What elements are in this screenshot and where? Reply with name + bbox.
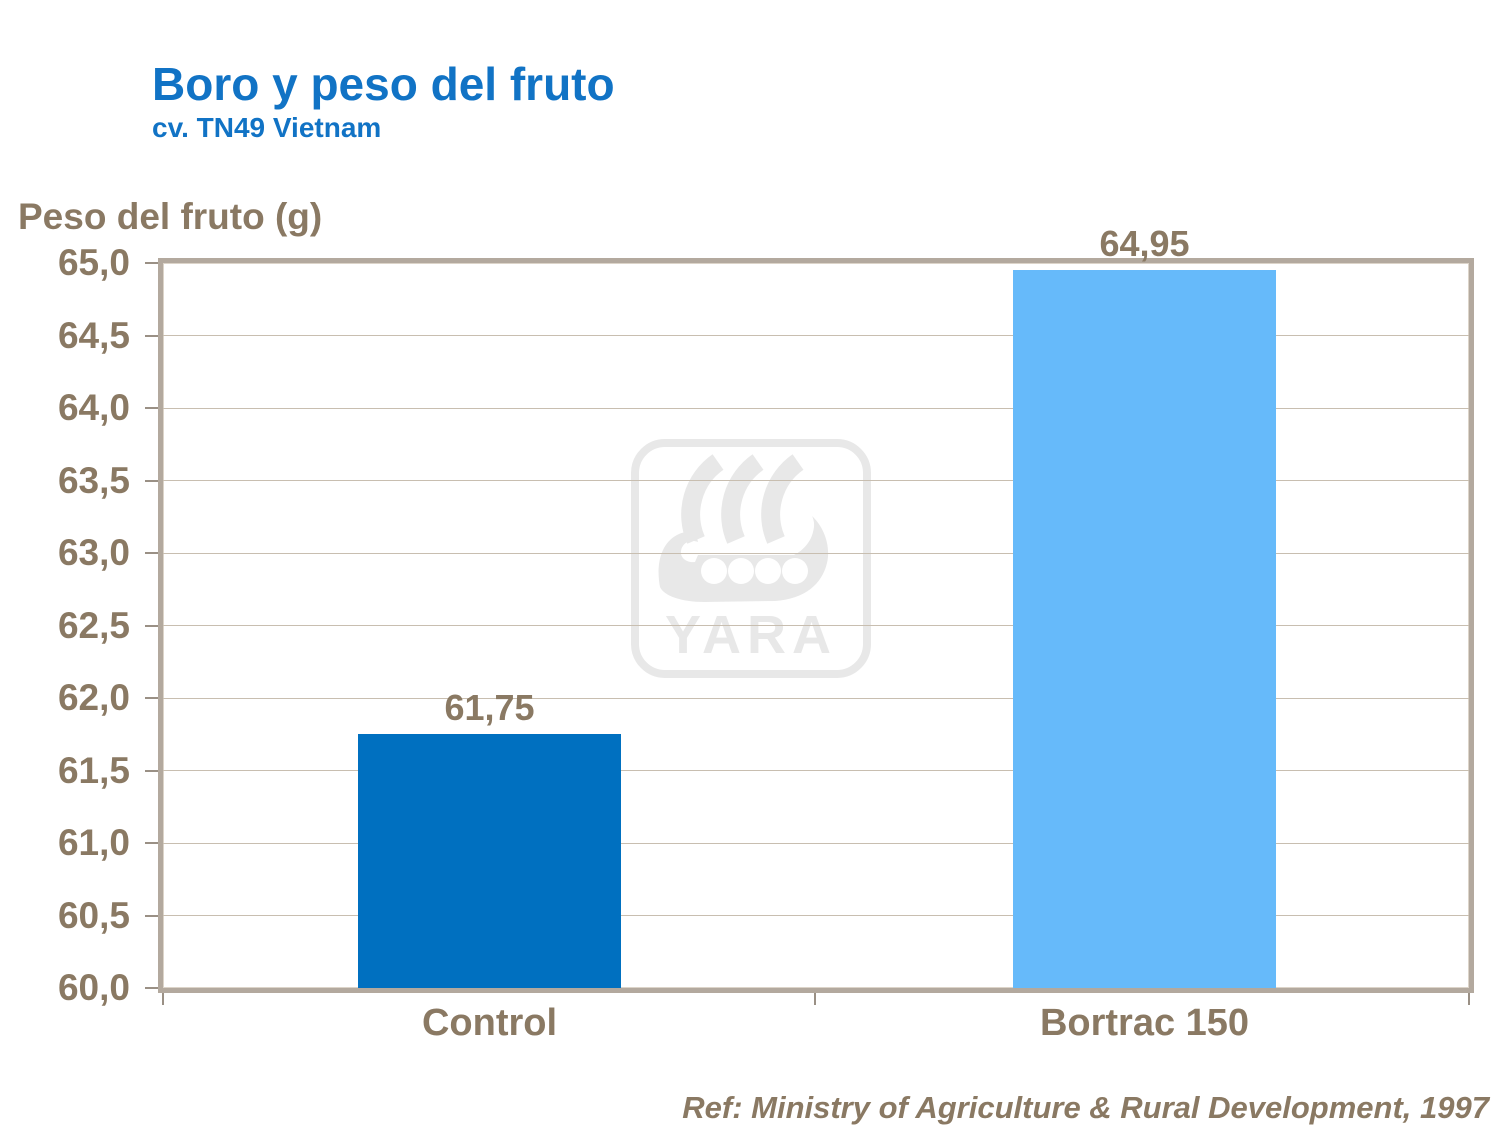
y-tick-label: 63,5	[57, 459, 130, 501]
chart-subtitle: cv. TN49 Vietnam	[152, 112, 382, 143]
y-tick-label: 62,5	[57, 604, 130, 646]
y-tick-label: 61,0	[57, 822, 130, 863]
gridline	[163, 480, 1469, 481]
gridline	[163, 697, 1469, 699]
y-tick-mark	[145, 262, 158, 264]
y-tick-mark	[145, 842, 158, 844]
y-tick-mark	[145, 769, 158, 772]
y-axis-title: Peso del fruto (g)	[18, 196, 323, 237]
sail-icon	[761, 454, 804, 544]
y-tick-label: 64,0	[57, 387, 130, 428]
y-tick-label: 64,5	[57, 314, 130, 356]
category-label-bortrac: Bortrac 150	[1039, 1002, 1250, 1044]
bar-value-label-bortrac: 64,95	[1099, 223, 1190, 265]
bar-control[interactable]: 61,75	[358, 687, 621, 988]
x-tick-mark	[814, 993, 816, 1005]
category-label-control: Control	[421, 1002, 558, 1044]
y-tick-label: 60,5	[57, 894, 130, 936]
yara-watermark-logo: YARA	[631, 439, 871, 678]
plot-area: YARA 61,75 64,95	[158, 223, 1474, 993]
reference-text: Ref: Ministry of Agriculture & Rural Dev…	[682, 1090, 1489, 1125]
gridline	[163, 915, 1469, 916]
y-tick-mark	[145, 552, 158, 554]
watermark-text: YARA	[665, 605, 837, 665]
gridline	[163, 770, 1469, 771]
gridline	[163, 842, 1469, 844]
bar-bortrac-150[interactable]: 64,95	[1013, 223, 1276, 988]
y-tick-label: 62,0	[57, 677, 130, 718]
y-tick-label: 61,5	[57, 749, 130, 791]
bar-value-label-control: 61,75	[444, 687, 535, 729]
gridline	[163, 407, 1469, 409]
x-tick-mark	[1468, 993, 1470, 1005]
chart-title: Boro y peso del fruto	[152, 58, 615, 110]
sail-icon	[721, 454, 764, 544]
y-tick-mark	[145, 987, 158, 989]
gridline	[163, 552, 1469, 554]
y-tick-mark	[145, 697, 158, 699]
gridline	[163, 335, 1469, 336]
gridline	[163, 625, 1469, 626]
y-tick-mark	[145, 334, 158, 337]
y-tick-mark	[145, 914, 158, 917]
y-tick-label: 65,0	[57, 242, 130, 283]
y-tick-label: 60,0	[57, 967, 130, 1008]
y-tick-mark	[145, 624, 158, 627]
y-tick-mark	[145, 479, 158, 482]
x-tick-mark	[162, 993, 164, 1005]
y-tick-label: 63,0	[57, 532, 130, 573]
sail-icon	[681, 454, 724, 544]
y-tick-mark	[145, 407, 158, 409]
